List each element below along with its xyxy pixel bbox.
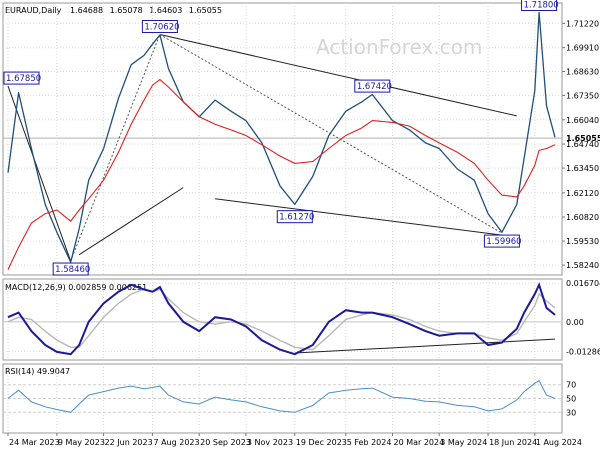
price-tick-label: 1.69910 xyxy=(566,44,599,53)
rsi-line xyxy=(7,379,556,413)
time-tick-label: 3 Nov 2023 xyxy=(247,438,293,447)
price-tick-label: 1.62120 xyxy=(566,189,599,198)
series-layer xyxy=(3,11,562,413)
time-tick-label: 22 Jun 2023 xyxy=(105,438,153,447)
ohlc-close: 1.65055 xyxy=(189,6,222,15)
trendline xyxy=(78,187,184,256)
time-tick-label: 5 Feb 2024 xyxy=(347,438,392,447)
symbol-label: EURAUD,Daily xyxy=(5,6,62,15)
time-tick-label: 3 May 2024 xyxy=(440,438,487,447)
trendline xyxy=(159,33,517,117)
time-tick-label: 1 Aug 2024 xyxy=(536,438,582,447)
price-annotation-label: 1.71800 xyxy=(524,1,559,11)
price-annotation-box xyxy=(3,71,40,85)
price-annotation-label: 1.70620 xyxy=(144,22,179,32)
macd-tick-label: 0.00 xyxy=(566,318,584,327)
price-annotation-label: 1.61270 xyxy=(279,213,314,223)
price-panel-frame xyxy=(2,2,563,276)
time-tick-label: 20 Mar 2024 xyxy=(393,438,444,447)
time-tick-label: 24 Mar 2023 xyxy=(9,438,60,447)
time-tick-label: 7 Aug 2023 xyxy=(153,438,199,447)
time-tick-label: 20 Sep 2023 xyxy=(200,438,251,447)
price-tick-label: 1.71220 xyxy=(566,19,599,28)
current-price-label: 1.65055 xyxy=(566,134,600,143)
price-annotation-label: 1.67420 xyxy=(357,82,392,92)
price-annotation-box xyxy=(483,234,520,248)
axis-layer: 1.71220 1.69910 1.68630 1.67350 1.66040 1.647… xyxy=(7,19,600,447)
rsi-tick-label: 30 xyxy=(566,408,576,417)
price-tick-label: 1.67350 xyxy=(566,91,599,100)
chart-symbol: EURAUD,Daily 1.64688 1.65078 1.64603 1.6… xyxy=(5,6,222,15)
time-tick-label: 19 Dec 2023 xyxy=(296,438,347,447)
grid-layer xyxy=(3,3,562,433)
macd-trendline xyxy=(294,338,556,354)
price-annotation-box xyxy=(354,79,391,93)
price-tick-label: 1.64740 xyxy=(566,140,599,149)
rsi-tick-label: 70 xyxy=(566,381,576,390)
ohlc-low: 1.64603 xyxy=(149,6,182,15)
trendline-layer xyxy=(7,33,556,354)
ohlc-open: 1.64688 xyxy=(70,6,103,15)
price-series-line xyxy=(7,11,556,263)
dashed-trendline xyxy=(70,34,161,262)
macd-signal-line xyxy=(7,288,556,351)
macd-label: MACD(12,26,9) 0.002859 0.006251 xyxy=(5,283,147,292)
annotation-layer: 1.67850 1.58460 1.70620 1.61270 1.67420 1.599… xyxy=(3,0,559,276)
price-annotation-label: 1.58460 xyxy=(55,265,90,275)
rsi-tick-label: 50 xyxy=(566,395,576,404)
macd-tick-label: 0.016704 xyxy=(566,279,600,288)
rsi-label: RSI(14) 49.9047 xyxy=(5,367,70,376)
trendline xyxy=(215,198,517,238)
price-tick-label: 1.68630 xyxy=(566,68,599,77)
price-annotation-label: 1.67850 xyxy=(6,74,41,84)
macd-tick-label: -0.012869 xyxy=(566,348,600,357)
price-annotation-label: 1.59960 xyxy=(486,237,521,247)
watermark: ActionForex.com xyxy=(316,35,482,59)
time-tick-label: 18 Jun 2024 xyxy=(489,438,537,447)
macd-panel-frame xyxy=(2,278,563,361)
moving-average-line xyxy=(7,78,556,270)
price-annotation-box xyxy=(141,19,178,33)
price-tick-label: 1.60820 xyxy=(566,213,599,222)
dashed-trendline xyxy=(159,34,503,234)
price-tick-label: 1.66040 xyxy=(566,116,599,125)
macd-line xyxy=(7,282,556,356)
price-annotation-box xyxy=(521,0,558,12)
price-annotation-box xyxy=(276,210,313,224)
ohlc-high: 1.65078 xyxy=(110,6,143,15)
price-tick-label: 1.59530 xyxy=(566,237,599,246)
price-annotation-box xyxy=(52,262,89,276)
trendline xyxy=(7,85,72,262)
time-tick-label: 9 May 2023 xyxy=(58,438,105,447)
price-tick-label: 1.58240 xyxy=(566,261,599,270)
price-tick-label: 1.63450 xyxy=(566,164,599,173)
